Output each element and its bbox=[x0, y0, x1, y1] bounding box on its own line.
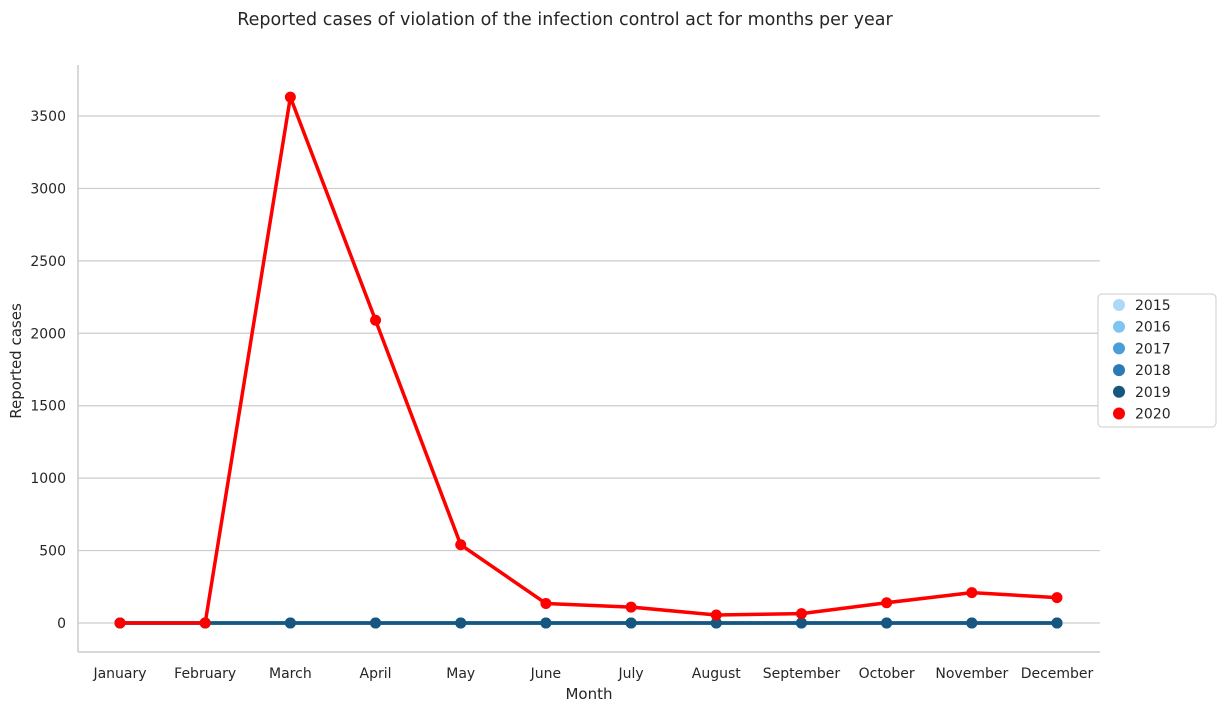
x-tick-label: November bbox=[935, 666, 1008, 682]
legend-marker-2015 bbox=[1113, 299, 1125, 311]
y-tick-label: 3500 bbox=[30, 109, 66, 125]
data-point-2019 bbox=[370, 617, 382, 629]
y-tick-label: 3000 bbox=[30, 181, 66, 197]
grid-lines bbox=[78, 115, 1100, 624]
legend: 2015 2016 2017 2018 2019 2020 bbox=[1097, 293, 1217, 428]
legend-label: 2015 bbox=[1135, 298, 1171, 314]
x-tick-label: June bbox=[530, 666, 562, 682]
legend-label: 2019 bbox=[1135, 385, 1171, 401]
data-point-2020 bbox=[455, 539, 467, 551]
data-point-2020 bbox=[625, 601, 637, 613]
y-axis-label: Reported cases bbox=[7, 303, 25, 419]
x-tick-label: January bbox=[92, 666, 146, 682]
x-tick-label: May bbox=[446, 666, 475, 682]
data-point-2020 bbox=[881, 597, 893, 609]
x-tick-label: October bbox=[859, 666, 915, 682]
y-tick-label: 0 bbox=[57, 616, 66, 632]
x-tick-label: March bbox=[269, 666, 312, 682]
data-point-2019 bbox=[966, 617, 978, 629]
data-point-2020 bbox=[199, 617, 211, 629]
data-point-2019 bbox=[625, 617, 637, 629]
data-point-2020 bbox=[1051, 592, 1063, 604]
legend-label: 2017 bbox=[1135, 341, 1171, 357]
data-point-2020 bbox=[710, 609, 722, 621]
data-point-2019 bbox=[710, 617, 722, 629]
legend-marker-2020 bbox=[1113, 407, 1125, 420]
legend-label: 2016 bbox=[1135, 320, 1171, 336]
legend-marker-2019 bbox=[1113, 385, 1125, 398]
chart-title: Reported cases of violation of the infec… bbox=[237, 10, 893, 30]
data-point-2019 bbox=[1051, 617, 1063, 629]
data-point-2019 bbox=[284, 617, 296, 629]
data-point-2020 bbox=[540, 597, 552, 609]
data-point-2020 bbox=[284, 91, 296, 103]
legend-label: 2020 bbox=[1135, 407, 1171, 423]
x-tick-labels: January February March April May June July Augu… bbox=[92, 666, 1093, 682]
data-point-2020 bbox=[370, 314, 382, 326]
data-point-2019 bbox=[795, 617, 807, 629]
legend-label: 2018 bbox=[1135, 363, 1171, 379]
y-tick-label: 2000 bbox=[30, 326, 66, 342]
x-tick-label: July bbox=[617, 666, 643, 682]
y-tick-label: 2500 bbox=[30, 254, 66, 270]
y-tick-label: 500 bbox=[39, 544, 66, 560]
legend-marker-2016 bbox=[1113, 320, 1125, 333]
series-line-2020 bbox=[118, 95, 1059, 625]
x-axis-label: Month bbox=[565, 685, 612, 703]
legend-marker-2018 bbox=[1113, 364, 1125, 377]
legend-box bbox=[1097, 293, 1217, 428]
x-tick-label: April bbox=[360, 666, 392, 682]
data-point-2020 bbox=[114, 617, 126, 629]
x-tick-label: February bbox=[174, 666, 236, 682]
data-point-2020 bbox=[966, 587, 978, 599]
data-series bbox=[114, 91, 1063, 629]
data-point-2019 bbox=[455, 617, 467, 629]
y-tick-label: 1000 bbox=[30, 471, 66, 487]
x-tick-label: September bbox=[763, 666, 841, 682]
y-tick-label: 1500 bbox=[30, 399, 66, 415]
x-tick-label: August bbox=[692, 666, 742, 682]
legend-marker-2017 bbox=[1113, 342, 1125, 355]
y-tick-labels: 0 500 1000 1500 2000 2500 3000 3500 bbox=[30, 109, 66, 632]
x-tick-label: December bbox=[1021, 666, 1094, 682]
data-point-2019 bbox=[881, 617, 893, 629]
data-point-2020 bbox=[795, 608, 807, 620]
data-point-2019 bbox=[540, 617, 552, 629]
